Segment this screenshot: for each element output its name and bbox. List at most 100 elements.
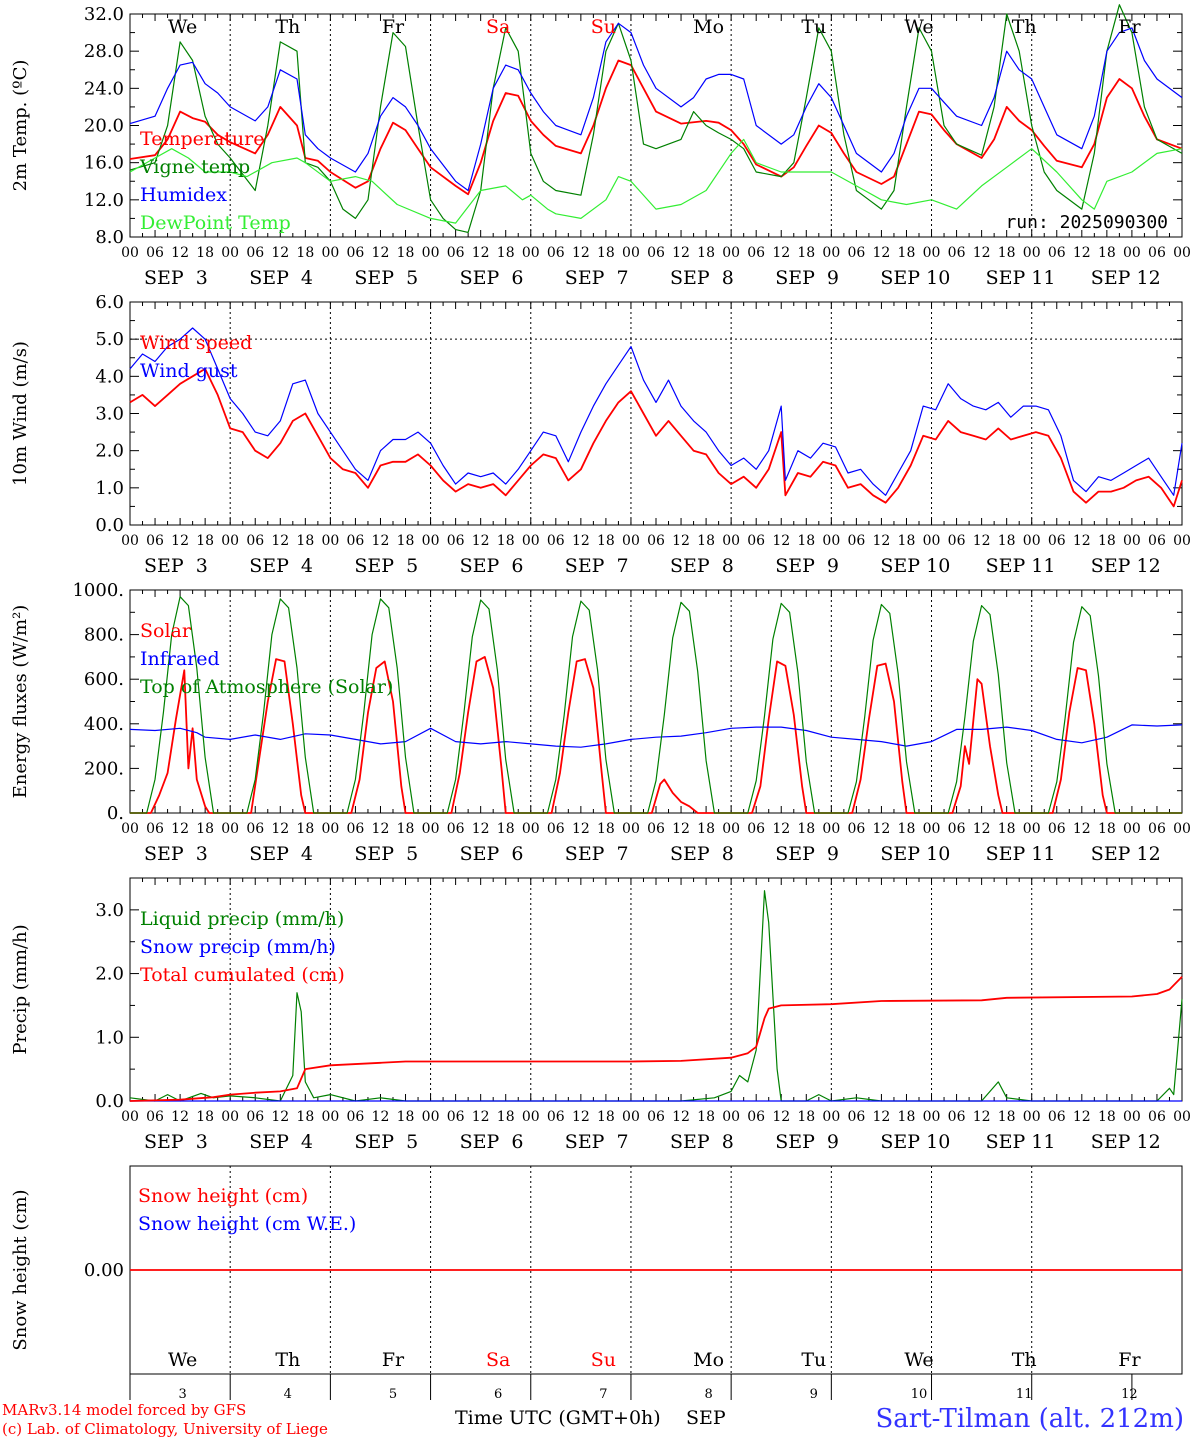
hour-tick-label: 06 <box>547 821 565 837</box>
series-dewpoint-temp <box>129 138 1183 224</box>
hour-tick-label: 06 <box>547 245 565 261</box>
hour-tick-label: 06 <box>347 1109 365 1125</box>
day-number: 3 <box>178 1387 186 1402</box>
hour-tick-label: 12 <box>772 821 790 837</box>
legend-entry: Vigne temp <box>139 156 250 178</box>
hour-tick-label: 06 <box>347 821 365 837</box>
day-number: 4 <box>284 1387 292 1402</box>
series-humidex <box>129 22 1183 192</box>
weekday-label: Sa <box>486 16 510 38</box>
date-label: SEP 4 <box>249 843 313 865</box>
hour-tick-label: 06 <box>847 533 865 549</box>
y-tick-label: 12.0 <box>84 190 124 211</box>
hour-tick-label: 12 <box>271 821 289 837</box>
legend-entry: Top of Atmosphere (Solar) <box>140 676 393 698</box>
hour-tick-label: 18 <box>497 533 515 549</box>
y-tick-label: 0. <box>107 803 124 824</box>
hour-tick-label: 12 <box>171 1109 189 1125</box>
hour-tick-label: 00 <box>1173 245 1191 261</box>
weekday-label: Th <box>275 1349 300 1371</box>
hour-tick-label: 12 <box>973 533 991 549</box>
weekday-label: Su <box>591 1349 616 1371</box>
hour-tick-label: 06 <box>747 1109 765 1125</box>
hour-tick-label: 18 <box>697 821 715 837</box>
hour-tick-label: 06 <box>1048 245 1066 261</box>
hour-tick-label: 12 <box>271 1109 289 1125</box>
hour-tick-label: 12 <box>472 821 490 837</box>
hour-tick-label: 00 <box>822 821 840 837</box>
hour-tick-label: 00 <box>321 1109 339 1125</box>
run-annotation: run: 2025090300 <box>1005 212 1168 233</box>
y-tick-label: 24.0 <box>84 78 124 99</box>
hour-tick-label: 06 <box>1148 245 1166 261</box>
y-tick-label: 32.0 <box>84 4 124 25</box>
hour-tick-label: 06 <box>1148 821 1166 837</box>
hour-tick-label: 12 <box>873 533 891 549</box>
hour-tick-label: 06 <box>647 533 665 549</box>
hour-tick-label: 00 <box>722 821 740 837</box>
weekday-label: Fr <box>382 1349 405 1371</box>
y-tick-label: 800. <box>84 625 124 646</box>
hour-tick-label: 12 <box>572 245 590 261</box>
hour-tick-label: 12 <box>372 533 390 549</box>
hour-tick-label: 18 <box>797 1109 815 1125</box>
series-wind-speed <box>129 368 1183 508</box>
date-label: SEP 12 <box>1091 843 1161 865</box>
date-label: SEP 9 <box>775 843 839 865</box>
y-tick-label: 2.0 <box>95 964 124 985</box>
series-liquid-precip-mm-h- <box>129 890 1183 1102</box>
legend-entry: Temperature <box>140 128 264 150</box>
hour-tick-label: 18 <box>597 245 615 261</box>
hour-tick-label: 00 <box>622 1109 640 1125</box>
date-label: SEP 3 <box>144 1131 208 1153</box>
hour-tick-label: 00 <box>422 1109 440 1125</box>
hour-tick-label: 00 <box>221 821 239 837</box>
y-axis-label: 2m Temp. (ºC) <box>10 60 31 192</box>
hour-tick-label: 18 <box>898 821 916 837</box>
y-tick-label: 3.0 <box>95 900 124 921</box>
date-label: SEP 11 <box>986 267 1056 289</box>
date-label: SEP 10 <box>880 1131 950 1153</box>
weekday-label: We <box>168 16 197 38</box>
weekday-label: Fr <box>382 16 405 38</box>
date-label: SEP 4 <box>249 1131 313 1153</box>
y-axis-label: 10m Wind (m/s) <box>10 341 31 486</box>
legend-entry: Liquid precip (mm/h) <box>140 908 344 930</box>
legend-entry: Snow precip (mm/h) <box>140 936 336 958</box>
date-label: SEP 3 <box>144 267 208 289</box>
hour-tick-label: 12 <box>873 245 891 261</box>
hour-tick-label: 00 <box>1123 1109 1141 1125</box>
hour-tick-label: 00 <box>121 1109 139 1125</box>
hour-tick-label: 12 <box>472 1109 490 1125</box>
date-label: SEP 5 <box>354 267 418 289</box>
hour-tick-label: 12 <box>772 245 790 261</box>
plot-frame <box>129 301 1183 526</box>
hour-tick-label: 18 <box>797 533 815 549</box>
hour-tick-label: 00 <box>121 533 139 549</box>
weekday-label: Mo <box>693 16 724 38</box>
date-label: SEP 12 <box>1091 267 1161 289</box>
hour-tick-label: 06 <box>847 245 865 261</box>
y-tick-label: 400. <box>84 714 124 735</box>
weekday-label: Fr <box>1118 1349 1141 1371</box>
hour-tick-label: 12 <box>1073 533 1091 549</box>
hour-tick-label: 12 <box>171 245 189 261</box>
hour-tick-label: 06 <box>1148 533 1166 549</box>
hour-tick-label: 12 <box>1073 1109 1091 1125</box>
hour-tick-label: 12 <box>171 533 189 549</box>
date-label: SEP 8 <box>670 843 734 865</box>
hour-tick-label: 00 <box>923 245 941 261</box>
date-label: SEP 12 <box>1091 555 1161 577</box>
hour-tick-label: 18 <box>196 821 214 837</box>
hour-tick-label: 06 <box>747 821 765 837</box>
hour-tick-label: 18 <box>998 533 1016 549</box>
hour-tick-label: 18 <box>397 533 415 549</box>
hour-tick-label: 18 <box>697 1109 715 1125</box>
date-label: SEP 7 <box>565 555 629 577</box>
weekday-label: We <box>904 1349 933 1371</box>
hour-tick-label: 18 <box>196 1109 214 1125</box>
hour-tick-label: 12 <box>472 245 490 261</box>
hour-tick-label: 00 <box>522 821 540 837</box>
hour-tick-label: 00 <box>1173 1109 1191 1125</box>
